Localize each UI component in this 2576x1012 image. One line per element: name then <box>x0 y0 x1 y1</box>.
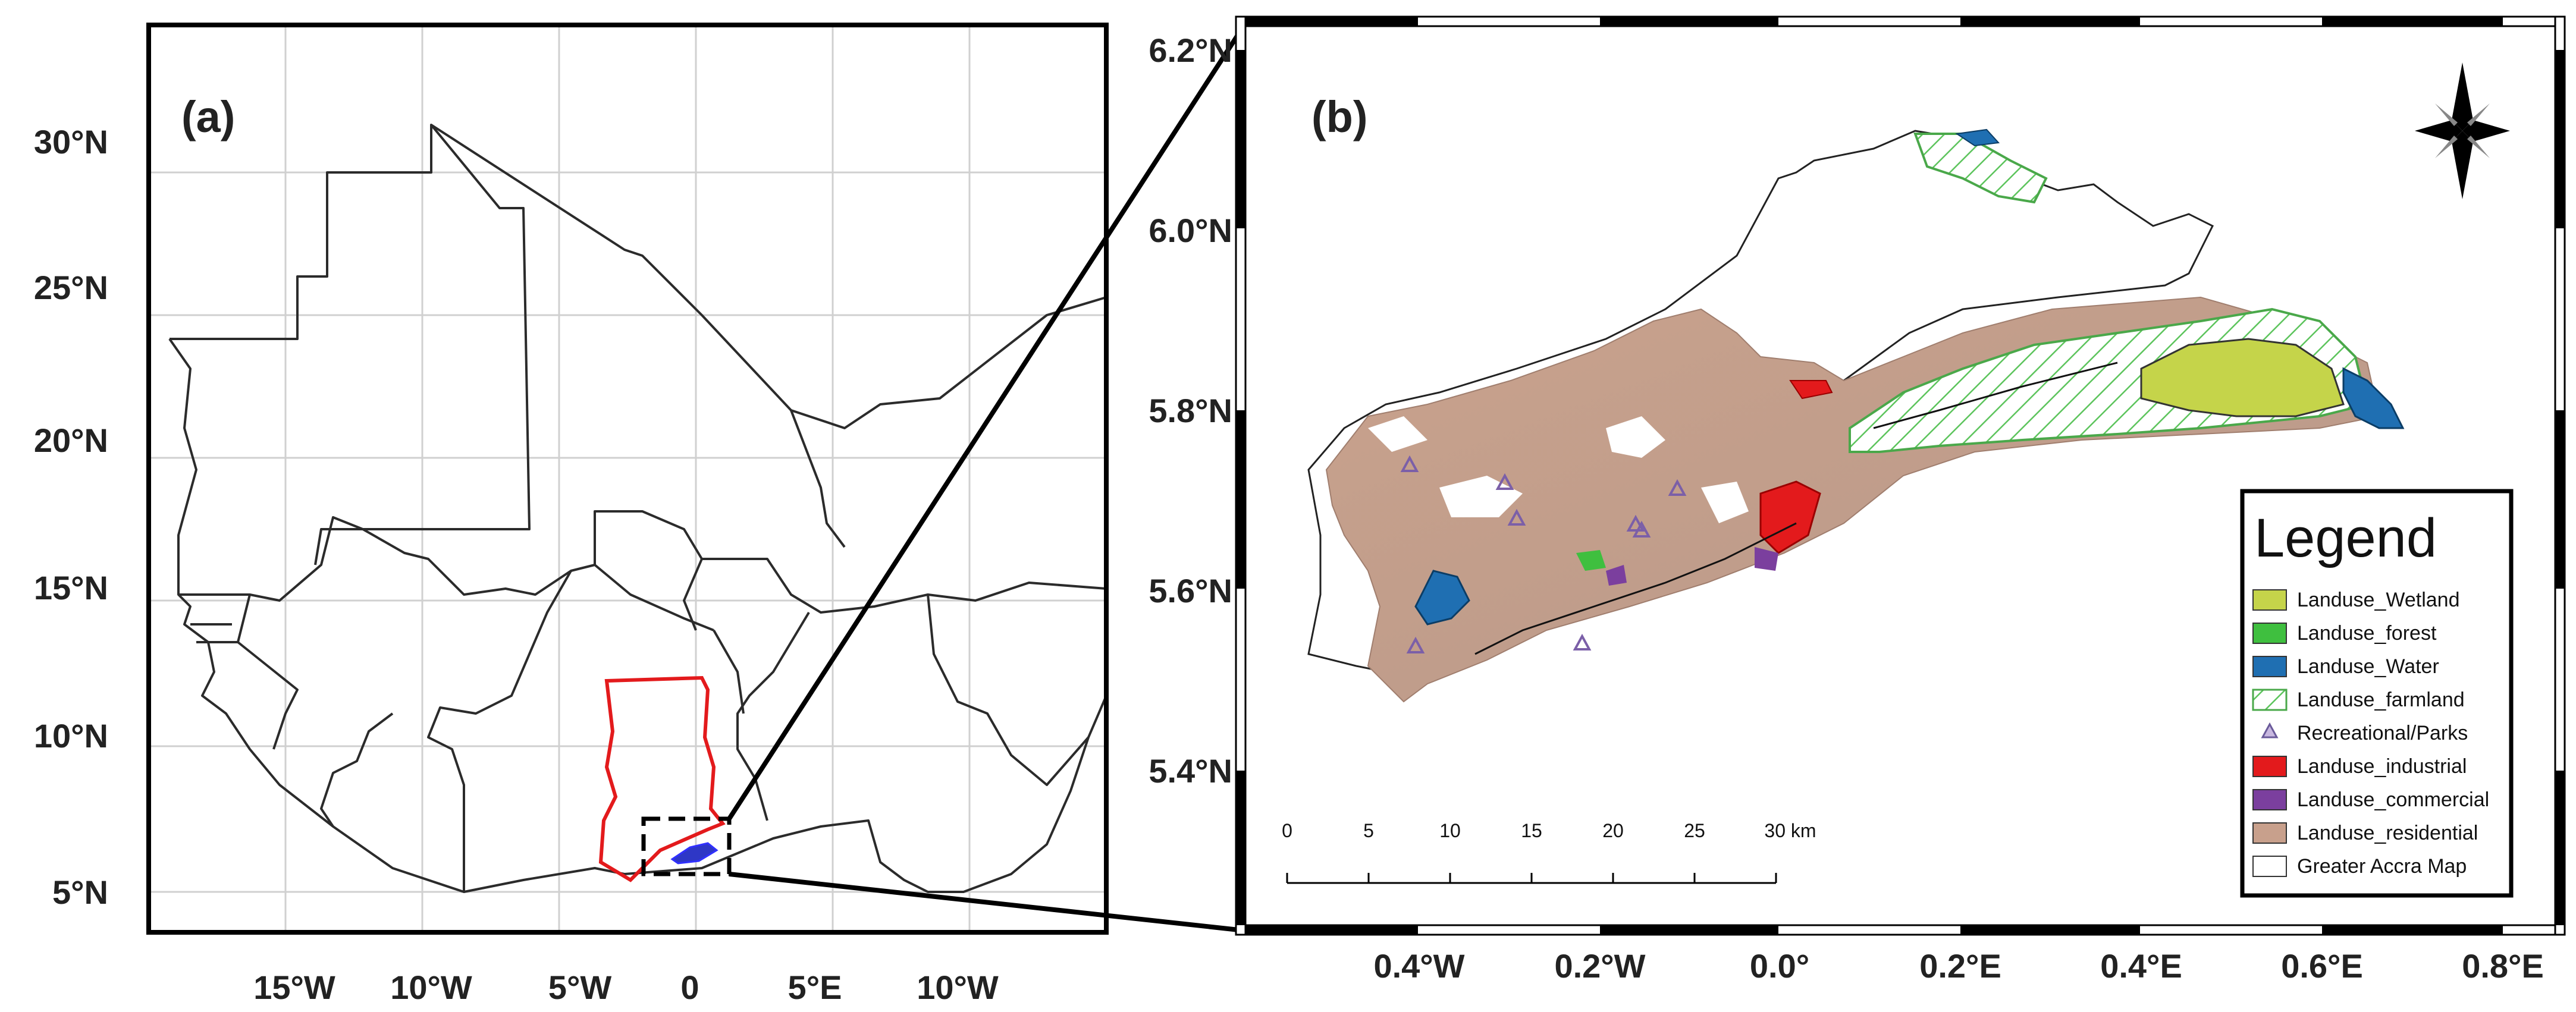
legend-item: Landuse_Wetland <box>2252 589 2459 611</box>
legend-item: Landuse_farmland <box>2252 689 2465 711</box>
wetland-area <box>2140 338 2345 417</box>
greater-accra-marker <box>670 842 718 865</box>
scale-bar: 0 5 10 15 20 25 30 km <box>1282 820 1816 884</box>
scale-tick-label: 5 <box>1363 820 1374 841</box>
legend: Legend Landuse_Wetland Landuse_forest La… <box>2240 489 2514 898</box>
parks-markers <box>1400 455 1687 653</box>
legend-item: Landuse_Water <box>2252 655 2439 678</box>
legend-title: Legend <box>2254 508 2437 568</box>
scale-tick-label: 10 <box>1439 820 1461 841</box>
legend-item-label: Landuse_forest <box>2297 622 2437 645</box>
water-body <box>1414 570 1470 626</box>
commercial-area <box>1755 547 1778 571</box>
lat-label: 5.8°N <box>1149 392 1232 429</box>
lat-label: 10°N <box>34 717 108 755</box>
lat-label: 30°N <box>34 123 108 161</box>
panel-b-lon-labels: 0.4°W 0.2°W 0.0° 0.2°E 0.4°E 0.6°E 0.8°E <box>1373 947 2543 985</box>
legend-item: Greater Accra Map <box>2252 855 2467 878</box>
lon-label: 0.2°W <box>1554 947 1645 985</box>
water-body <box>1955 128 2000 147</box>
residential-gaps <box>1368 256 1856 523</box>
lon-label: 0.6°E <box>2281 947 2363 985</box>
lat-label: 6.2°N <box>1149 32 1232 69</box>
legend-item-label: Landuse_commercial <box>2297 788 2489 811</box>
legend-item: Landuse_forest <box>2252 622 2437 645</box>
panel-b: 6.2°N 6.0°N 5.8°N 5.6°N 5.4°N 0.4°W 0.2°… <box>1149 15 2566 985</box>
industrial-area <box>1789 380 1833 400</box>
legend-item-label: Landuse_industrial <box>2297 755 2467 778</box>
legend-item: Recreational/Parks <box>2261 722 2468 744</box>
lon-label: 0.4°W <box>1373 947 1464 985</box>
panel-b-label: (b) <box>1311 92 1368 142</box>
zoom-connectors <box>727 23 1247 933</box>
legend-item-label: Landuse_residential <box>2297 822 2478 844</box>
panel-a: 30°N 25°N 20°N 15°N 10°N 5°N 15°W 10°W 5… <box>34 23 1109 1006</box>
scale-tick-label: 20 <box>1602 820 1624 841</box>
lon-label: 0.4°E <box>2100 947 2182 985</box>
scale-tick-label: 25 <box>1684 820 1705 841</box>
industrial-area <box>1759 480 1821 554</box>
legend-item: Landuse_industrial <box>2252 755 2467 778</box>
forest-area <box>1576 550 1606 571</box>
compass-icon <box>2415 62 2510 199</box>
legend-item-label: Landuse_Water <box>2297 655 2439 678</box>
lat-label: 25°N <box>34 269 108 306</box>
lat-label: 6.0°N <box>1149 212 1232 249</box>
panel-a-lon-labels: 15°W 10°W 5°W 0 5°E 10°W <box>253 969 999 1006</box>
road-lines <box>1474 362 2118 655</box>
zoom-box <box>641 816 732 876</box>
legend-item-label: Landuse_Wetland <box>2297 589 2459 611</box>
lat-label: 5.6°N <box>1149 572 1232 609</box>
lon-label: 10°W <box>917 969 999 1006</box>
legend-item: Landuse_residential <box>2252 822 2478 844</box>
scale-tick-label: 0 <box>1282 820 1292 841</box>
lon-label: 0.8°E <box>2462 947 2544 985</box>
scale-tick-label: 30 km <box>1764 820 1816 841</box>
lon-label: 0 <box>680 969 699 1006</box>
panel-b-lat-labels: 6.2°N 6.0°N 5.8°N 5.6°N 5.4°N <box>1149 32 1232 790</box>
lat-label: 15°N <box>34 569 108 606</box>
lon-label: 15°W <box>253 969 335 1006</box>
commercial-area <box>1606 565 1627 586</box>
legend-item: Landuse_commercial <box>2252 788 2489 811</box>
panel-a-label: (a) <box>181 92 235 142</box>
scale-tick-label: 15 <box>1521 820 1542 841</box>
legend-item-label: Recreational/Parks <box>2297 722 2468 744</box>
legend-item-label: Greater Accra Map <box>2297 855 2467 878</box>
lon-label: 0.0° <box>1750 947 1809 985</box>
lat-label: 5°N <box>52 873 108 911</box>
panel-a-frame <box>146 23 1109 935</box>
panel-b-frame-bars <box>1235 15 2566 936</box>
panel-a-lat-labels: 30°N 25°N 20°N 15°N 10°N 5°N <box>34 123 108 911</box>
lat-label: 5.4°N <box>1149 752 1232 790</box>
country-borders <box>168 124 1107 893</box>
ghana-outline <box>598 675 726 882</box>
water-body <box>2342 367 2405 429</box>
lon-label: 5°W <box>548 969 612 1006</box>
legend-item-label: Landuse_farmland <box>2297 689 2465 711</box>
lon-label: 5°E <box>788 969 842 1006</box>
lon-label: 10°W <box>390 969 472 1006</box>
lat-label: 20°N <box>34 422 108 459</box>
lon-label: 0.2°E <box>1919 947 2001 985</box>
